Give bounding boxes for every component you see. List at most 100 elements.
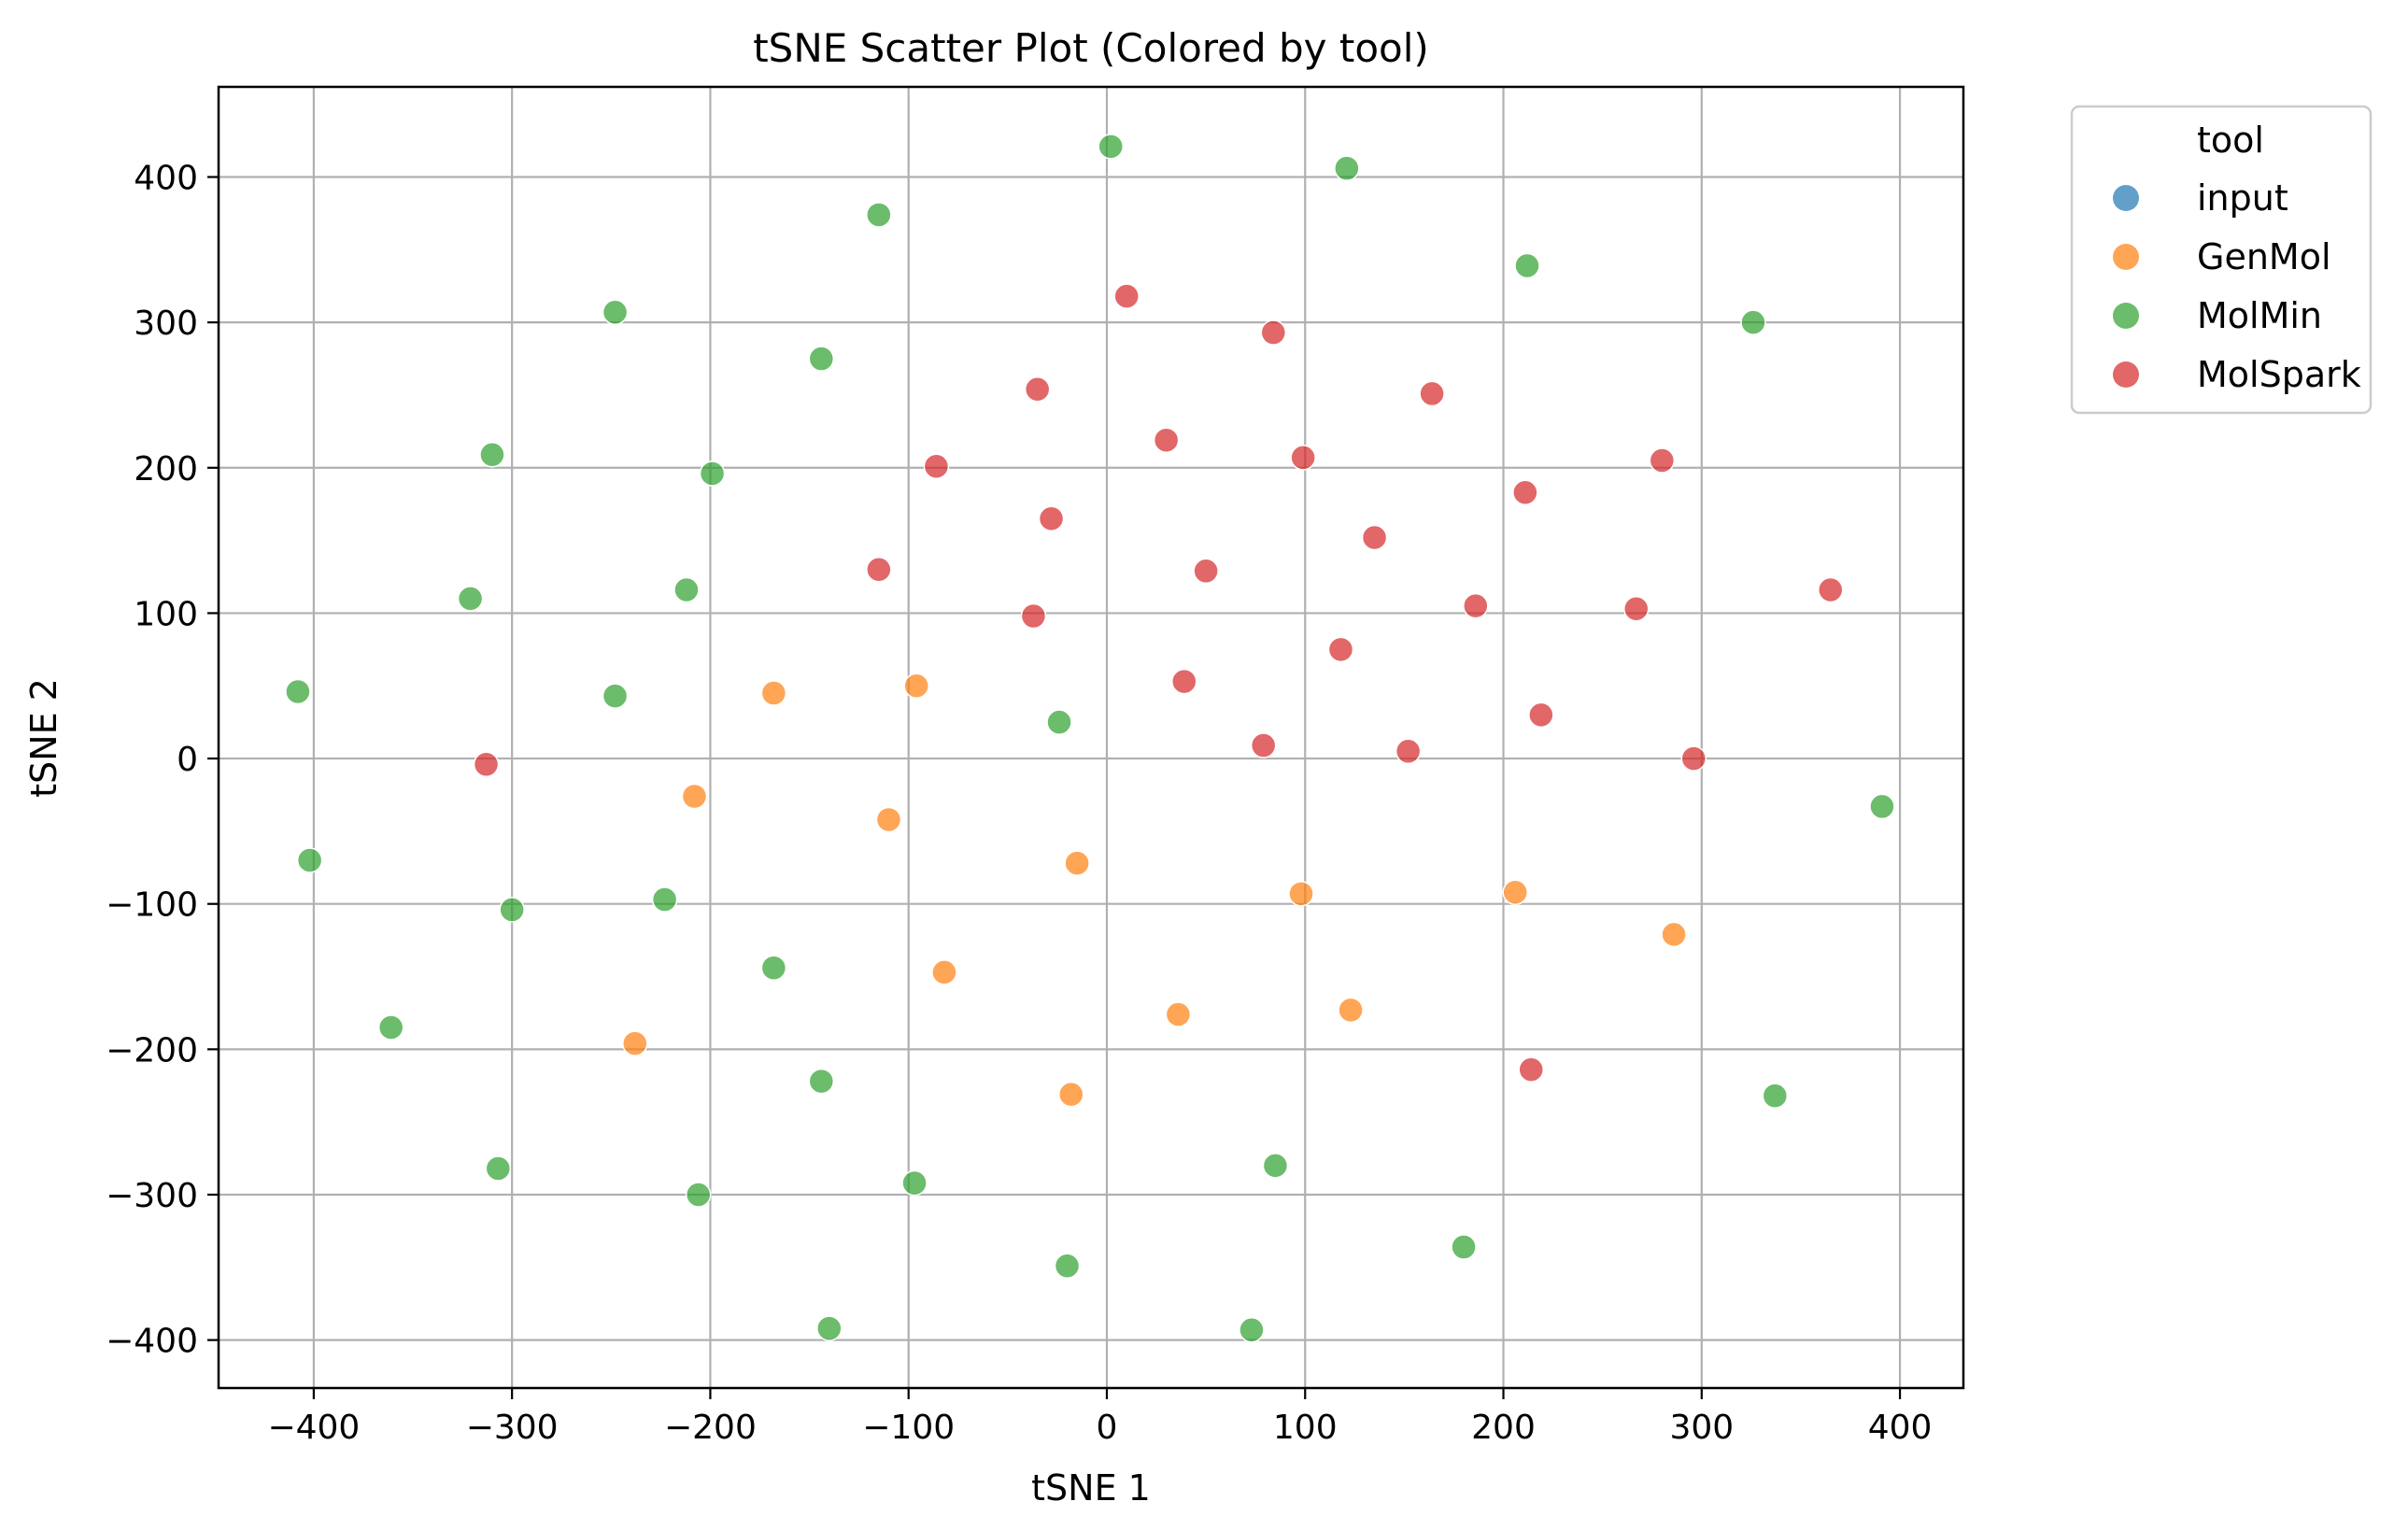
data-point — [1869, 793, 1895, 820]
legend-title: tool — [2197, 120, 2264, 161]
data-point — [681, 783, 708, 810]
data-point — [673, 576, 700, 603]
data-point — [1502, 879, 1529, 906]
y-tick-label: 200 — [134, 450, 198, 489]
data-point — [1046, 709, 1072, 735]
data-point — [1250, 732, 1277, 758]
data-point — [1171, 668, 1197, 695]
data-point — [1762, 1083, 1789, 1109]
data-point — [1740, 309, 1766, 335]
plot-frame — [217, 85, 1965, 1390]
legend-marker — [2113, 244, 2139, 270]
x-tick-label: −200 — [664, 1409, 757, 1447]
data-point — [602, 683, 629, 709]
data-point — [685, 1182, 712, 1208]
data-point — [1512, 479, 1538, 505]
x-tick-label: −300 — [466, 1409, 559, 1447]
legend-box — [2070, 105, 2373, 415]
series-molspark — [473, 283, 1844, 1083]
chart-title: tSNE Scatter Plot (Colored by tool) — [753, 25, 1429, 71]
data-point — [473, 751, 500, 778]
x-tick-label: 0 — [1097, 1409, 1118, 1447]
x-axis-label: tSNE 1 — [1031, 1467, 1151, 1509]
y-tick-label: 400 — [134, 159, 198, 197]
x-axis-ticks: −400 −300 −200 −100 0 100 200 300 400 — [267, 1388, 1932, 1447]
data-point — [1239, 1316, 1265, 1343]
data-point — [866, 202, 892, 228]
data-point — [901, 1169, 928, 1197]
data-point — [1334, 155, 1360, 181]
data-point — [296, 847, 323, 873]
y-tick-label: 100 — [134, 595, 198, 633]
data-point — [866, 556, 892, 583]
data-point — [1518, 1056, 1544, 1083]
legend-item-molspark: MolSpark — [2113, 354, 2361, 395]
data-point — [1623, 596, 1650, 622]
legend-marker — [2113, 361, 2139, 388]
data-point — [808, 1068, 835, 1095]
x-tick-label: 200 — [1471, 1409, 1536, 1447]
data-point — [1098, 134, 1124, 160]
x-tick-label: −400 — [267, 1409, 360, 1447]
x-tick-label: 300 — [1669, 1409, 1734, 1447]
data-point — [485, 1155, 512, 1182]
y-axis-label: tSNE 2 — [23, 678, 64, 798]
data-point — [808, 346, 835, 372]
data-point — [457, 586, 484, 612]
data-point — [923, 453, 950, 479]
data-point — [1153, 427, 1180, 453]
data-point — [1193, 558, 1219, 585]
y-tick-label: −400 — [106, 1323, 198, 1361]
x-tick-label: 100 — [1273, 1409, 1338, 1447]
y-tick-label: 0 — [177, 741, 198, 779]
data-point — [903, 673, 929, 699]
data-point — [760, 680, 787, 706]
data-point — [1818, 576, 1844, 603]
y-tick-label: −200 — [106, 1031, 198, 1070]
legend-marker — [2113, 185, 2139, 211]
data-point — [285, 678, 311, 705]
data-point — [1262, 1153, 1289, 1179]
grid-lines — [219, 87, 1963, 1388]
data-point — [622, 1030, 648, 1056]
data-point — [377, 1014, 404, 1041]
y-axis-ticks: −400 −300 −200 −100 0 100 200 300 400 — [106, 159, 219, 1361]
data-point — [1338, 997, 1364, 1024]
series-molmin — [285, 134, 1895, 1343]
data-point — [1020, 602, 1047, 630]
y-tick-label: −300 — [106, 1177, 198, 1215]
data-point — [1649, 447, 1676, 474]
data-point — [1024, 375, 1051, 403]
data-point — [1038, 505, 1065, 532]
legend-label: GenMol — [2197, 236, 2331, 277]
data-point — [1260, 319, 1287, 346]
data-point — [1054, 1253, 1081, 1280]
data-point — [1113, 283, 1140, 309]
data-points — [285, 134, 1895, 1343]
data-point — [651, 886, 678, 913]
data-point — [875, 806, 902, 833]
data-point — [1463, 592, 1489, 619]
data-point — [1288, 881, 1314, 907]
x-tick-label: 400 — [1868, 1409, 1933, 1447]
data-point — [1528, 701, 1554, 729]
legend-item-genmol: GenMol — [2113, 236, 2331, 277]
data-point — [1361, 524, 1388, 551]
data-point — [1451, 1234, 1477, 1260]
data-point — [1165, 1001, 1192, 1027]
legend-label: input — [2197, 177, 2288, 219]
data-point — [479, 442, 505, 468]
legend-marker — [2113, 303, 2139, 329]
legend-item-molmin: MolMin — [2113, 295, 2322, 336]
y-tick-label: −100 — [106, 886, 198, 925]
legend-entries: input GenMol MolMin MolSpark — [2113, 177, 2361, 395]
data-point — [1327, 636, 1354, 663]
legend: tool input GenMol MolMin MolSpark — [2070, 105, 2373, 415]
data-point — [1419, 380, 1445, 407]
data-point — [499, 897, 525, 923]
data-point — [1290, 445, 1316, 471]
data-point — [1058, 1081, 1084, 1108]
series-genmol — [622, 673, 1687, 1108]
data-point — [1680, 745, 1707, 772]
